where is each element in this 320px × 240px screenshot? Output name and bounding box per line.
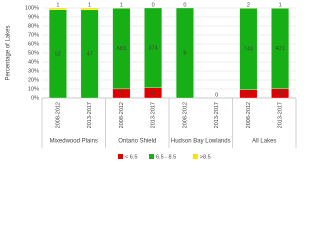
value-label: 683: [117, 46, 126, 52]
x-tick-label: 2013-2017: [214, 102, 220, 128]
y-tick-label: 40%: [28, 59, 39, 65]
value-label: 421: [276, 46, 285, 52]
group-label: Mixedwood Plains: [50, 139, 98, 145]
y-tick-label: 80%: [28, 23, 39, 29]
legend-swatch: [192, 154, 198, 159]
y-tick-label: 10%: [28, 86, 39, 92]
y-tick-label: 100%: [25, 5, 39, 11]
value-label: 0: [215, 92, 218, 98]
y-tick-label: 50%: [28, 50, 39, 56]
value-label: 77: [245, 91, 251, 97]
group-label: Hudson Bay Lowlands: [171, 139, 231, 145]
y-tick-label: 60%: [28, 41, 39, 47]
value-label: 1: [56, 2, 59, 8]
y-tick-label: 20%: [28, 77, 39, 83]
bar-segment: [80, 7, 99, 11]
x-tick-label: 2008-2012: [182, 102, 188, 128]
value-label: 2: [247, 2, 250, 8]
value-label: 52: [55, 51, 61, 57]
value-label: 0: [183, 2, 186, 8]
y-tick-label: 0%: [31, 95, 39, 101]
value-label: 1: [88, 2, 91, 8]
legend-swatch: [149, 154, 154, 159]
value-label: 48: [150, 90, 156, 96]
group-label: Ontario Shield: [118, 139, 156, 145]
y-tick-label: 30%: [28, 68, 39, 74]
group-label: All Lakes: [252, 139, 276, 145]
y-axis-title: Percentage of Lakes: [6, 25, 12, 80]
value-label: 1: [120, 2, 123, 8]
value-label: 8: [183, 50, 186, 56]
chart: Percentage of Lakes 0% 10% 20% 30% 40% 50% 60%…: [6, 2, 297, 160]
x-tick-label: 2013-2017: [87, 102, 93, 128]
bar-segment: [48, 7, 67, 10]
bar-segment: [175, 7, 194, 99]
y-tick-label: 90%: [28, 14, 39, 20]
value-label: 48: [277, 91, 283, 97]
y-tick-label: 70%: [28, 32, 39, 38]
x-tick-label: 2008-2012: [246, 102, 252, 128]
value-label: 0: [152, 2, 155, 8]
legend-label: 6.5 - 8.5: [156, 154, 176, 160]
value-label: 1: [279, 2, 282, 8]
value-label: 77: [118, 91, 124, 97]
x-tick-label: 2013-2017: [151, 102, 157, 128]
legend-swatch: [118, 154, 123, 159]
legend-label: < 6.5: [125, 154, 137, 160]
value-label: 743: [244, 46, 253, 52]
x-tick-label: 2013-2017: [278, 102, 284, 128]
x-tick-label: 2008-2012: [55, 102, 61, 128]
x-tick-label: 2008-2012: [119, 102, 125, 128]
value-label: 374: [149, 45, 158, 51]
value-label: 47: [87, 51, 93, 57]
legend-label: >8.5: [200, 154, 211, 160]
bar-segment: [144, 7, 163, 88]
